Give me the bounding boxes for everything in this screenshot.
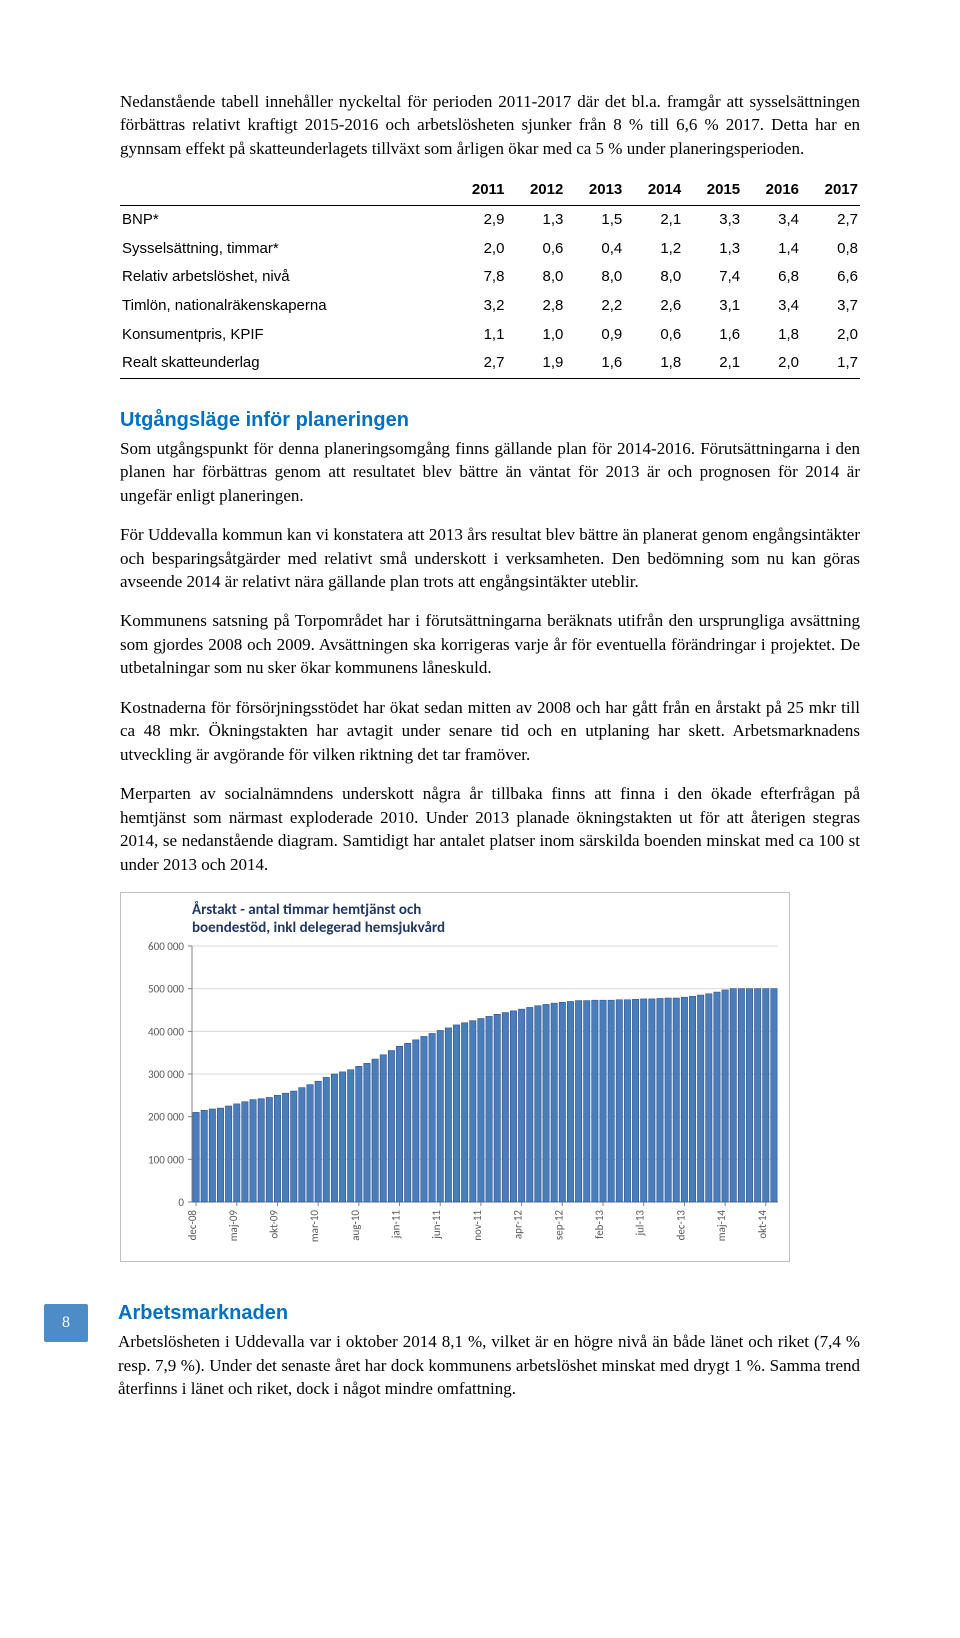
svg-text:200 000: 200 000 bbox=[148, 1111, 184, 1124]
row-label: Timlön, nationalräkenskaperna bbox=[120, 292, 449, 321]
table-cell: 1,7 bbox=[801, 349, 860, 378]
svg-text:jan-11: jan-11 bbox=[390, 1210, 403, 1240]
table-col-2012: 2012 bbox=[506, 176, 565, 205]
table-cell: 0,4 bbox=[565, 235, 624, 264]
table-cell: 3,4 bbox=[742, 206, 801, 235]
table-row: Konsumentpris, KPIF1,11,00,90,61,61,82,0 bbox=[120, 321, 860, 350]
table-cell: 8,0 bbox=[565, 263, 624, 292]
svg-text:aug-10: aug-10 bbox=[349, 1210, 362, 1241]
table-col-2013: 2013 bbox=[565, 176, 624, 205]
table-cell: 7,4 bbox=[683, 263, 742, 292]
row-label: Relativ arbetslöshet, nivå bbox=[120, 263, 449, 292]
table-col-2017: 2017 bbox=[801, 176, 860, 205]
table-cell: 0,9 bbox=[565, 321, 624, 350]
svg-text:sep-12: sep-12 bbox=[552, 1210, 565, 1240]
table-col-2011: 2011 bbox=[449, 176, 507, 205]
table-cell: 7,8 bbox=[449, 263, 507, 292]
bar-chart-arstakt: Årstakt - antal timmar hemtjänst ochboen… bbox=[120, 892, 860, 1268]
heading-arbetsmarknaden: Arbetsmarknaden bbox=[118, 1300, 860, 1328]
arbets-p1: Arbetslösheten i Uddevalla var i oktober… bbox=[118, 1330, 860, 1400]
table-cell: 1,6 bbox=[565, 349, 624, 378]
table-cell: 1,3 bbox=[683, 235, 742, 264]
table-cell: 1,0 bbox=[506, 321, 565, 350]
table-col-2014: 2014 bbox=[624, 176, 683, 205]
table-cell: 1,1 bbox=[449, 321, 507, 350]
table-cell: 8,0 bbox=[506, 263, 565, 292]
row-label: Sysselsättning, timmar* bbox=[120, 235, 449, 264]
row-label: Realt skatteunderlag bbox=[120, 349, 449, 378]
table-cell: 0,6 bbox=[624, 321, 683, 350]
utgang-p2: För Uddevalla kommun kan vi konstatera a… bbox=[120, 523, 860, 593]
row-label: BNP* bbox=[120, 206, 449, 235]
table-col-2015: 2015 bbox=[683, 176, 742, 205]
table-cell: 6,6 bbox=[801, 263, 860, 292]
svg-text:500 000: 500 000 bbox=[148, 983, 184, 996]
page-number-badge: 8 bbox=[44, 1304, 88, 1342]
table-cell: 0,8 bbox=[801, 235, 860, 264]
svg-text:maj-14: maj-14 bbox=[715, 1210, 728, 1242]
svg-text:apr-12: apr-12 bbox=[512, 1210, 525, 1240]
utgang-p5: Merparten av socialnämndens underskott n… bbox=[120, 782, 860, 876]
table-cell: 2,7 bbox=[801, 206, 860, 235]
table-cell: 3,4 bbox=[742, 292, 801, 321]
table-cell: 2,0 bbox=[801, 321, 860, 350]
heading-utgangslage: Utgångsläge inför planeringen bbox=[120, 407, 860, 435]
svg-text:jun-11: jun-11 bbox=[430, 1210, 443, 1240]
svg-text:Årstakt - antal timmar hemtjän: Årstakt - antal timmar hemtjänst och bbox=[192, 900, 421, 919]
indicator-table: 2011201220132014201520162017 BNP*2,91,31… bbox=[120, 176, 860, 379]
table-cell: 2,1 bbox=[624, 206, 683, 235]
svg-text:600 000: 600 000 bbox=[148, 940, 184, 953]
utgang-p4: Kostnaderna för försörjningsstödet har ö… bbox=[120, 696, 860, 766]
table-cell: 2,7 bbox=[449, 349, 507, 378]
svg-text:okt-09: okt-09 bbox=[267, 1210, 280, 1239]
table-cell: 1,3 bbox=[506, 206, 565, 235]
table-cell: 1,2 bbox=[624, 235, 683, 264]
row-label: Konsumentpris, KPIF bbox=[120, 321, 449, 350]
svg-text:jul-13: jul-13 bbox=[634, 1210, 647, 1237]
svg-text:0: 0 bbox=[178, 1196, 184, 1209]
utgang-p1: Som utgångspunkt för denna planeringsomg… bbox=[120, 437, 860, 507]
table-cell: 2,0 bbox=[742, 349, 801, 378]
table-cell: 1,6 bbox=[683, 321, 742, 350]
table-cell: 8,0 bbox=[624, 263, 683, 292]
table-cell: 0,6 bbox=[506, 235, 565, 264]
table-cell: 2,6 bbox=[624, 292, 683, 321]
svg-text:dec-13: dec-13 bbox=[674, 1210, 687, 1241]
table-row: Relativ arbetslöshet, nivå7,88,08,08,07,… bbox=[120, 263, 860, 292]
table-cell: 1,8 bbox=[742, 321, 801, 350]
svg-text:100 000: 100 000 bbox=[148, 1153, 184, 1166]
table-row: BNP*2,91,31,52,13,33,42,7 bbox=[120, 206, 860, 235]
table-cell: 2,8 bbox=[506, 292, 565, 321]
svg-text:nov-11: nov-11 bbox=[471, 1210, 484, 1241]
table-row: Realt skatteunderlag2,71,91,61,82,12,01,… bbox=[120, 349, 860, 378]
svg-text:mar-10: mar-10 bbox=[308, 1210, 321, 1243]
table-cell: 3,7 bbox=[801, 292, 860, 321]
svg-text:boendestöd, inkl delegerad hem: boendestöd, inkl delegerad hemsjukvård bbox=[192, 919, 445, 937]
svg-text:okt-14: okt-14 bbox=[756, 1210, 769, 1239]
svg-text:300 000: 300 000 bbox=[148, 1068, 184, 1081]
table-cell: 2,9 bbox=[449, 206, 507, 235]
svg-text:maj-09: maj-09 bbox=[227, 1210, 240, 1242]
table-cell: 1,8 bbox=[624, 349, 683, 378]
table-cell: 2,2 bbox=[565, 292, 624, 321]
table-cell: 1,5 bbox=[565, 206, 624, 235]
table-cell: 1,4 bbox=[742, 235, 801, 264]
table-cell: 3,2 bbox=[449, 292, 507, 321]
svg-text:400 000: 400 000 bbox=[148, 1025, 184, 1038]
intro-para-1: Nedanstående tabell innehåller nyckeltal… bbox=[120, 90, 860, 160]
utgang-p3: Kommunens satsning på Torpområdet har i … bbox=[120, 609, 860, 679]
table-col-2016: 2016 bbox=[742, 176, 801, 205]
table-cell: 6,8 bbox=[742, 263, 801, 292]
table-cell: 2,1 bbox=[683, 349, 742, 378]
table-row: Timlön, nationalräkenskaperna3,22,82,22,… bbox=[120, 292, 860, 321]
table-cell: 2,0 bbox=[449, 235, 507, 264]
table-corner bbox=[120, 176, 449, 205]
table-cell: 3,1 bbox=[683, 292, 742, 321]
svg-text:dec-08: dec-08 bbox=[186, 1210, 199, 1241]
table-row: Sysselsättning, timmar*2,00,60,41,21,31,… bbox=[120, 235, 860, 264]
svg-text:feb-13: feb-13 bbox=[593, 1210, 606, 1239]
table-cell: 3,3 bbox=[683, 206, 742, 235]
table-cell: 1,9 bbox=[506, 349, 565, 378]
